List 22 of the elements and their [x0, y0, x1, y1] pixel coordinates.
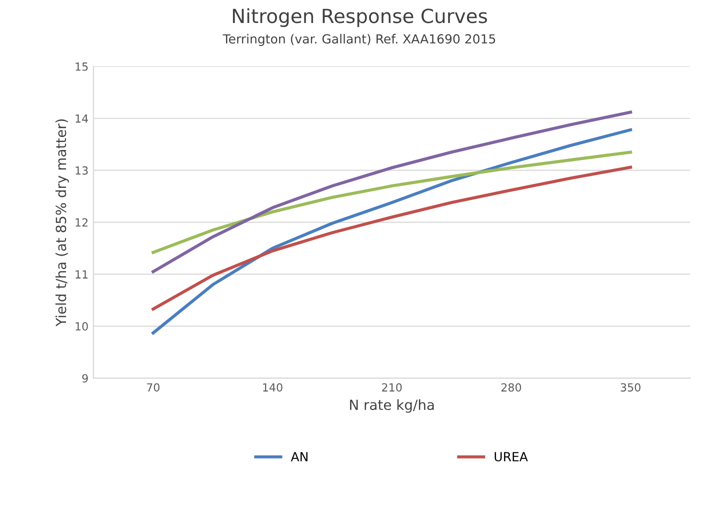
x-axis-title: N rate kg/ha	[350, 399, 434, 413]
y-tick-label: 11	[76, 270, 88, 278]
x-tick-label: 280	[501, 383, 522, 392]
line-series	[152, 110, 632, 274]
legend-label: AN	[290, 452, 308, 462]
x-tick-label: 350	[620, 383, 640, 392]
y-tick-label: 14	[76, 114, 88, 123]
legend-label: UREA	[494, 452, 528, 462]
chart-title: Nitrogen Response Curves	[232, 8, 487, 28]
y-tick-label: 9	[82, 374, 88, 383]
y-axis-title: Yield t/ha (at 85% dry matter)	[55, 119, 69, 326]
x-tick-label: 210	[382, 383, 402, 392]
y-tick-label: 13	[76, 166, 88, 175]
chart-subtitle: Terrington (var. Gallant) Ref. XAA1690 2015	[222, 34, 496, 46]
line-series	[152, 166, 632, 311]
y-tick-label: 12	[76, 218, 88, 227]
y-tick-label: 10	[76, 322, 88, 331]
x-tick-label: 70	[146, 383, 160, 392]
line-series	[152, 128, 632, 334]
x-tick-label: 140	[263, 383, 282, 392]
y-tick-label: 15	[76, 62, 88, 71]
line-series	[152, 150, 632, 254]
